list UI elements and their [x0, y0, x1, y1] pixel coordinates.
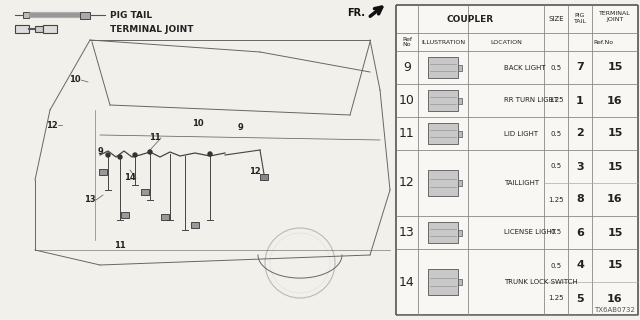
- Text: 4: 4: [576, 260, 584, 270]
- Text: 11: 11: [399, 127, 415, 140]
- Bar: [458, 98, 462, 103]
- Text: 0.5: 0.5: [550, 229, 561, 236]
- Bar: [141, 189, 149, 195]
- Text: 3: 3: [576, 162, 584, 172]
- Bar: [428, 90, 458, 111]
- Text: 1.25: 1.25: [548, 196, 564, 203]
- Text: 7: 7: [576, 62, 584, 73]
- Text: PIG
TAIL: PIG TAIL: [573, 13, 586, 24]
- Text: 0.5: 0.5: [550, 65, 561, 70]
- Text: Ref.No: Ref.No: [593, 39, 613, 44]
- Bar: [23, 12, 29, 18]
- Bar: [458, 229, 462, 236]
- Text: 8: 8: [576, 195, 584, 204]
- Text: RR TURN LIGHT: RR TURN LIGHT: [504, 98, 558, 103]
- Text: 13: 13: [399, 226, 415, 239]
- Text: 12: 12: [46, 121, 58, 130]
- Text: 16: 16: [607, 195, 623, 204]
- Text: 15: 15: [607, 162, 623, 172]
- Bar: [458, 279, 462, 285]
- Text: COUPLER: COUPLER: [447, 14, 493, 23]
- Text: TERMINAL
JOINT: TERMINAL JOINT: [599, 11, 631, 22]
- Text: 16: 16: [607, 293, 623, 303]
- Text: LOCATION: LOCATION: [490, 39, 522, 44]
- Text: SIZE: SIZE: [548, 16, 564, 22]
- Text: PIG TAIL: PIG TAIL: [110, 11, 152, 20]
- Text: 6: 6: [576, 228, 584, 237]
- Bar: [458, 180, 462, 186]
- Bar: [458, 65, 462, 70]
- Text: TAILLIGHT: TAILLIGHT: [504, 180, 539, 186]
- Text: 0.5: 0.5: [550, 131, 561, 137]
- Text: 5: 5: [576, 293, 584, 303]
- Text: BACK LIGHT: BACK LIGHT: [504, 65, 546, 70]
- Bar: [428, 222, 458, 243]
- Text: 1.25: 1.25: [548, 98, 564, 103]
- Text: 15: 15: [607, 62, 623, 73]
- Text: TX6AB0732: TX6AB0732: [594, 307, 635, 313]
- Text: 15: 15: [607, 129, 623, 139]
- Text: 16: 16: [607, 95, 623, 106]
- Bar: [80, 12, 90, 19]
- Circle shape: [118, 155, 122, 159]
- Bar: [161, 214, 169, 220]
- Text: 13: 13: [84, 196, 96, 204]
- Text: 10: 10: [192, 119, 204, 129]
- Bar: [99, 169, 107, 175]
- Text: 9: 9: [97, 148, 103, 156]
- Text: TERMINAL JOINT: TERMINAL JOINT: [110, 25, 193, 34]
- Text: 0.5: 0.5: [550, 164, 561, 170]
- Text: 9: 9: [403, 61, 411, 74]
- Text: FR.: FR.: [347, 8, 365, 18]
- Bar: [121, 212, 129, 218]
- Bar: [396, 5, 638, 315]
- Bar: [428, 123, 458, 144]
- Text: TRUNK LOCK SWITCH: TRUNK LOCK SWITCH: [504, 279, 578, 285]
- Bar: [43, 25, 57, 33]
- Text: 1: 1: [576, 95, 584, 106]
- Text: LICENSE LIGHT: LICENSE LIGHT: [504, 229, 556, 236]
- Text: 12: 12: [249, 167, 261, 177]
- Text: 10: 10: [399, 94, 415, 107]
- Bar: [458, 131, 462, 137]
- Text: 2: 2: [576, 129, 584, 139]
- Text: 1.25: 1.25: [548, 295, 564, 301]
- Bar: [15, 25, 29, 33]
- Bar: [428, 57, 458, 78]
- Text: 12: 12: [399, 177, 415, 189]
- Text: 11: 11: [114, 241, 126, 250]
- Bar: [260, 174, 268, 180]
- Circle shape: [208, 152, 212, 156]
- Circle shape: [133, 153, 137, 157]
- Text: 14: 14: [399, 276, 415, 289]
- Circle shape: [106, 153, 110, 157]
- Text: LID LIGHT: LID LIGHT: [504, 131, 538, 137]
- Text: Ref
No: Ref No: [402, 36, 412, 47]
- Text: 9: 9: [237, 124, 243, 132]
- Bar: [191, 222, 199, 228]
- Text: ILLUSTRATION: ILLUSTRATION: [421, 39, 465, 44]
- Text: 15: 15: [607, 228, 623, 237]
- Bar: [428, 170, 458, 196]
- Bar: [35, 26, 43, 32]
- Text: 10: 10: [69, 76, 81, 84]
- Text: 14: 14: [124, 173, 136, 182]
- Bar: [428, 269, 458, 295]
- Circle shape: [148, 150, 152, 154]
- Text: 11: 11: [149, 133, 161, 142]
- Text: 15: 15: [607, 260, 623, 270]
- Text: 0.5: 0.5: [550, 262, 561, 268]
